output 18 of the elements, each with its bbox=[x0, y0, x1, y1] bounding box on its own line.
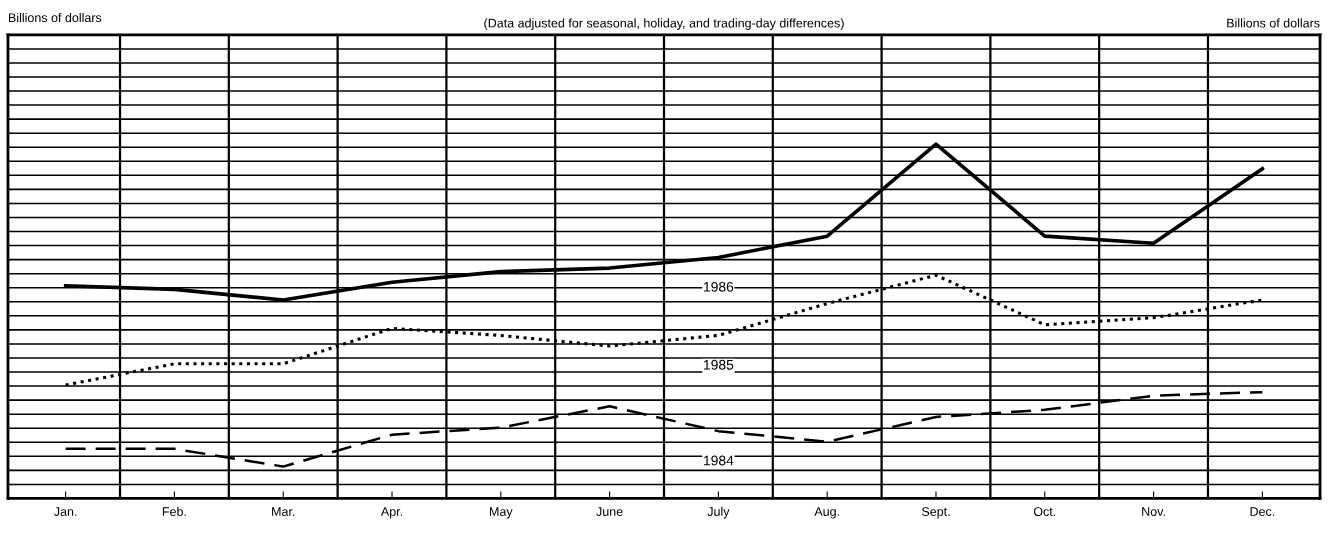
x-tick-label: Feb. bbox=[162, 506, 186, 516]
x-tick-label: Apr. bbox=[380, 507, 402, 519]
x-tick-label: July bbox=[707, 506, 730, 519]
x-tick-label: Aug. bbox=[814, 507, 839, 519]
text: Billions of dollars bbox=[8, 12, 102, 23]
text: Billions of dollars bbox=[1227, 18, 1320, 28]
chart-subtitle: (Data adjusted for seasonal, holiday, and trading-day differences) bbox=[484, 18, 844, 30]
x-tick-label: June bbox=[596, 507, 623, 516]
x-tick-label: Jan. bbox=[54, 507, 77, 516]
x-tick-label: May bbox=[490, 507, 513, 519]
series-label: 1985 bbox=[704, 359, 734, 370]
x-tick-label: Nov. bbox=[1142, 507, 1165, 516]
x-tick-label: Mar. bbox=[272, 507, 295, 516]
x-tick-label: Dec. bbox=[1250, 507, 1275, 516]
series-label: 1984 bbox=[704, 455, 734, 466]
x-tick-label: Sept. bbox=[921, 507, 950, 519]
x-tick-label: Oct. bbox=[1033, 507, 1056, 516]
series-label: 1986 bbox=[704, 281, 734, 292]
